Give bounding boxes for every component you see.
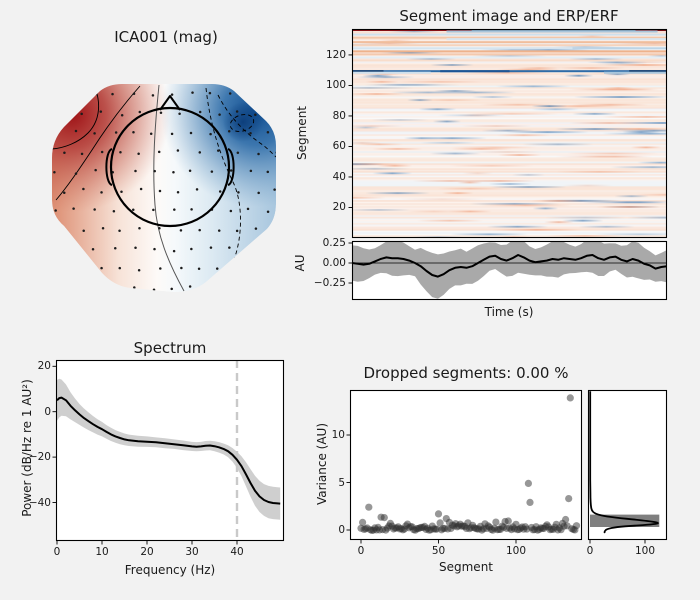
tick-label: 10 — [331, 429, 345, 441]
tick-label: 20 — [332, 201, 346, 214]
erp-ylabel: AU — [293, 254, 307, 272]
tick-label: −0.25 — [313, 277, 346, 289]
tick-label: 60 — [332, 140, 346, 153]
tick-label: 20 — [37, 360, 51, 373]
tick-label: 0 — [53, 546, 61, 558]
tick-label: 100 — [325, 79, 346, 92]
tick-label: 0 — [44, 405, 51, 418]
tick-label: 50 — [431, 545, 446, 557]
segment-image-heatmap — [352, 29, 667, 238]
tick-label: −20 — [28, 451, 51, 464]
tick-label: 40 — [332, 170, 346, 183]
topomap-title: ICA001 (mag) — [114, 28, 218, 46]
erp-xlabel: Time (s) — [484, 305, 534, 319]
tick-label: 0 — [357, 545, 365, 557]
tick-label: 20 — [140, 546, 154, 558]
variance-ylabel: Variance (AU) — [315, 422, 329, 506]
tick-label: 5 — [338, 476, 345, 489]
segment-image-ylabel: Segment — [295, 106, 309, 160]
tick-label: 100 — [505, 545, 527, 557]
spectrum-xlabel: Frequency (Hz) — [124, 563, 216, 577]
tick-label: 0 — [586, 545, 594, 557]
tick-label: 0 — [338, 524, 345, 536]
dropped-segments-title: Dropped segments: 0.00 % — [363, 364, 569, 382]
tick-label: 10 — [95, 546, 109, 558]
spectrum-title: Spectrum — [133, 339, 207, 357]
tick-label: −40 — [28, 496, 51, 509]
variance-xlabel: Segment — [439, 560, 493, 574]
tick-label: 0.00 — [322, 257, 346, 269]
tick-label: 30 — [185, 546, 199, 558]
segment-image-title: Segment image and ERP/ERF — [399, 7, 619, 25]
tick-label: 0.25 — [322, 237, 346, 249]
tick-label: 80 — [332, 109, 346, 122]
tick-label: 100 — [634, 545, 656, 557]
tick-label: 120 — [325, 48, 346, 61]
tick-label: 40 — [230, 546, 244, 558]
